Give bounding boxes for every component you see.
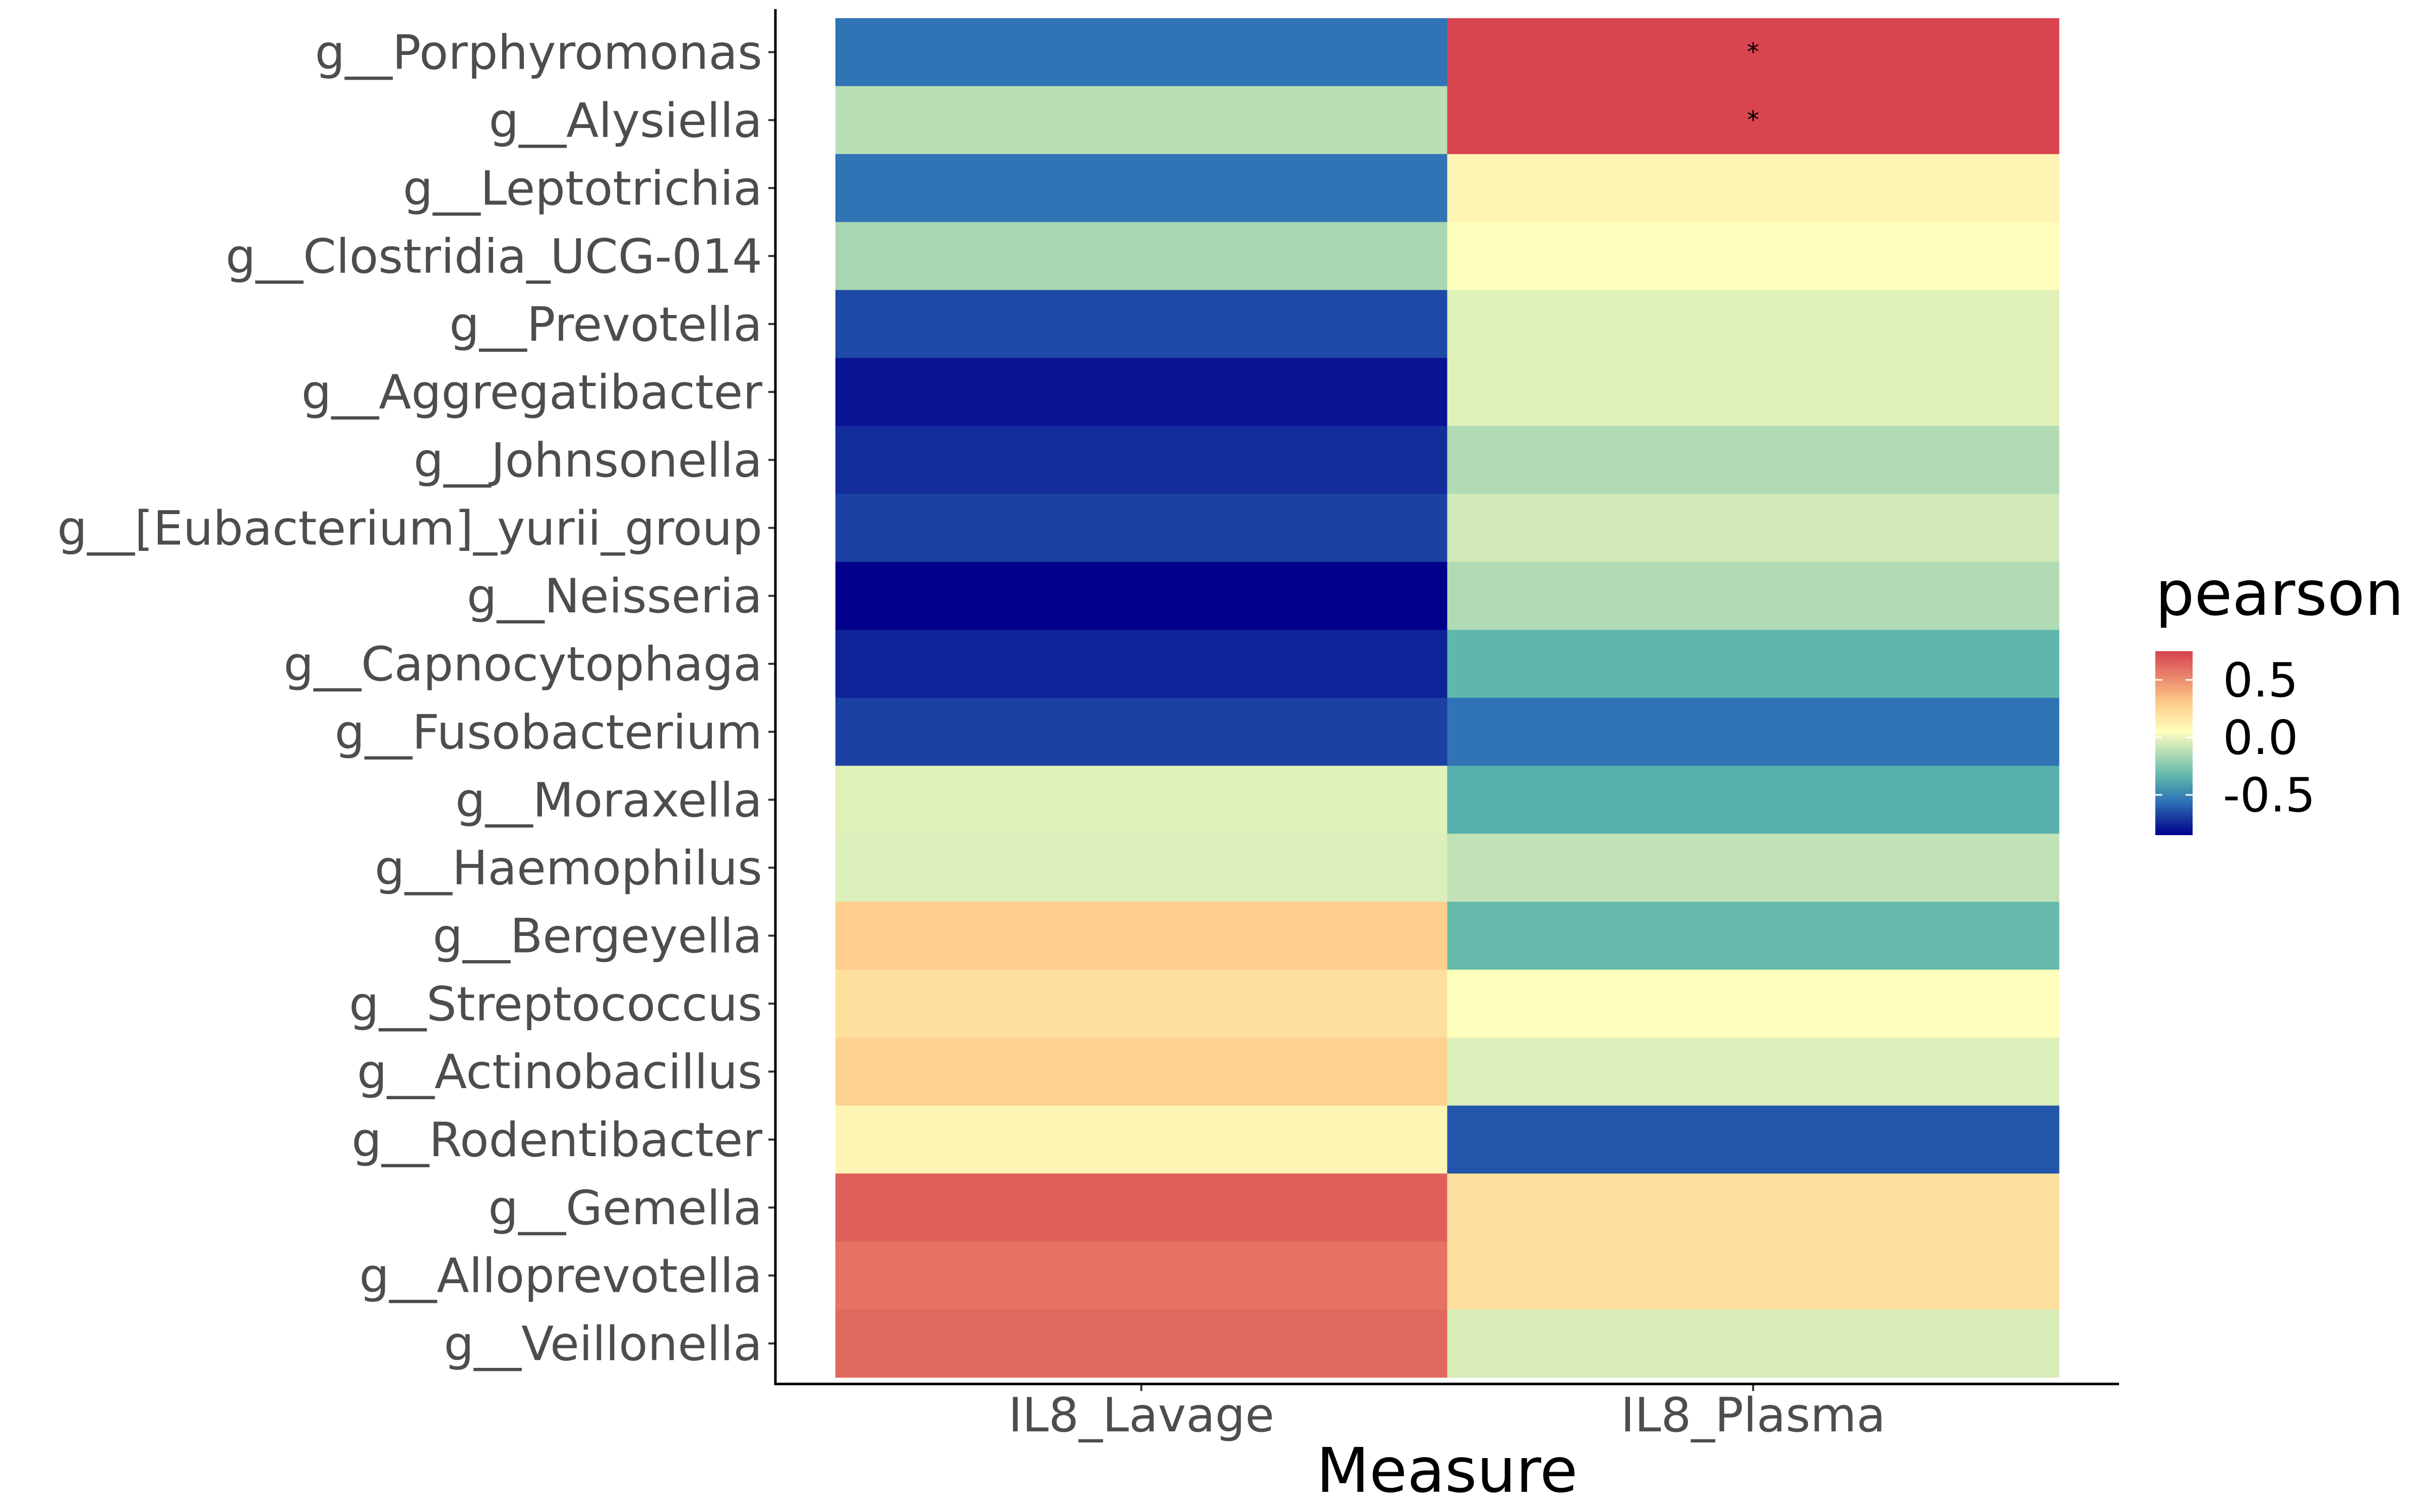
heatmap-cell <box>835 1173 1447 1242</box>
y-tick-label: g__Johnsonella <box>413 433 762 488</box>
significance-star: * <box>1747 106 1759 134</box>
y-axis-ticks: g__Porphyromonas g__Alysiella g__Leptotric… <box>57 25 775 1372</box>
heatmap-cell <box>835 1037 1447 1106</box>
y-tick-label: g__Aggregatibacter <box>301 365 763 420</box>
heatmap-cell <box>1447 1105 2060 1174</box>
heatmap-cell <box>835 86 1447 155</box>
x-axis-ticks: IL8_Lavage IL8_Plasma <box>1008 1384 1886 1443</box>
x-tick-label: IL8_Lavage <box>1008 1388 1275 1443</box>
x-axis-title: Measure <box>1316 1435 1578 1506</box>
heatmap-cell <box>835 698 1447 766</box>
heatmap-cell <box>835 1105 1447 1174</box>
y-tick-label: g__Clostridia_UCG-014 <box>225 229 762 284</box>
heatmap-cell <box>835 1241 1447 1310</box>
y-tick-label: g__Veillonella <box>444 1317 762 1372</box>
heatmap-cell <box>1447 493 2060 562</box>
y-tick-label: g__Rodentibacter <box>351 1113 762 1168</box>
heatmap-cell <box>835 222 1447 290</box>
heatmap-cell <box>835 834 1447 902</box>
y-tick-label: g__Alysiella <box>489 93 762 148</box>
legend-title: pearson <box>2155 558 2404 629</box>
heatmap-cell <box>835 766 1447 834</box>
y-tick-label: g__Gemella <box>488 1181 762 1236</box>
heatmap-cell <box>835 426 1447 494</box>
heatmap-cell <box>1447 86 2060 155</box>
heatmap-cell <box>1447 834 2060 902</box>
heatmap-cell <box>835 902 1447 970</box>
y-tick-label: g__Fusobacterium <box>335 705 762 760</box>
heatmap-cell <box>1447 222 2060 290</box>
y-tick-label: g__Capnocytophaga <box>284 637 762 692</box>
significance-star: * <box>1747 38 1759 66</box>
heatmap-cell <box>1447 358 2060 426</box>
legend-colorbar <box>2155 651 2193 835</box>
heatmap-cell <box>835 629 1447 698</box>
y-tick-label: g__[Eubacterium]_yurii_group <box>57 501 762 556</box>
heatmap-cell <box>1447 698 2060 766</box>
heatmap-cells <box>835 18 2060 1378</box>
significance-annotations: ** <box>1747 38 1759 134</box>
heatmap-cell <box>1447 766 2060 834</box>
heatmap-cell <box>835 493 1447 562</box>
legend-tick-label: 0.0 <box>2223 711 2298 766</box>
heatmap-cell <box>835 290 1447 358</box>
heatmap-cell <box>835 18 1447 87</box>
heatmap-cell <box>1447 902 2060 970</box>
y-tick-label: g__Haemophilus <box>375 841 762 896</box>
heatmap-cell <box>1447 290 2060 358</box>
y-tick-label: g__Actinobacillus <box>357 1045 762 1100</box>
heatmap-cell <box>1447 154 2060 223</box>
heatmap-cell <box>1447 1173 2060 1242</box>
heatmap-cell <box>1447 629 2060 698</box>
heatmap-cell <box>1447 426 2060 494</box>
heatmap-cell <box>1447 561 2060 631</box>
heatmap-cell <box>835 969 1447 1038</box>
heatmap-cell <box>835 561 1447 631</box>
y-tick-label: g__Porphyromonas <box>315 25 762 80</box>
heatmap-cell <box>1447 1241 2060 1310</box>
y-tick-label: g__Leptotrichia <box>403 161 762 216</box>
legend-tick-label: -0.5 <box>2223 768 2315 823</box>
heatmap-cell <box>1447 969 2060 1038</box>
legend-tick-label: 0.5 <box>2223 653 2298 708</box>
y-tick-label: g__Streptococcus <box>349 977 762 1032</box>
heatmap-cell <box>835 154 1447 223</box>
y-tick-label: g__Moraxella <box>455 773 762 828</box>
y-tick-label: g__Neisseria <box>467 569 762 624</box>
heatmap-cell <box>1447 1309 2060 1378</box>
heatmap-cell <box>1447 1037 2060 1106</box>
y-tick-label: g__Bergeyella <box>433 909 762 964</box>
heatmap-cell <box>1447 18 2060 87</box>
heatmap-cell <box>835 1309 1447 1378</box>
y-tick-label: g__Alloprevotella <box>359 1249 762 1304</box>
legend-ticks: 0.50.0-0.5 <box>2155 653 2315 823</box>
x-tick-label: IL8_Plasma <box>1621 1388 1886 1443</box>
y-tick-label: g__Prevotella <box>449 297 762 352</box>
heatmap-cell <box>835 358 1447 426</box>
